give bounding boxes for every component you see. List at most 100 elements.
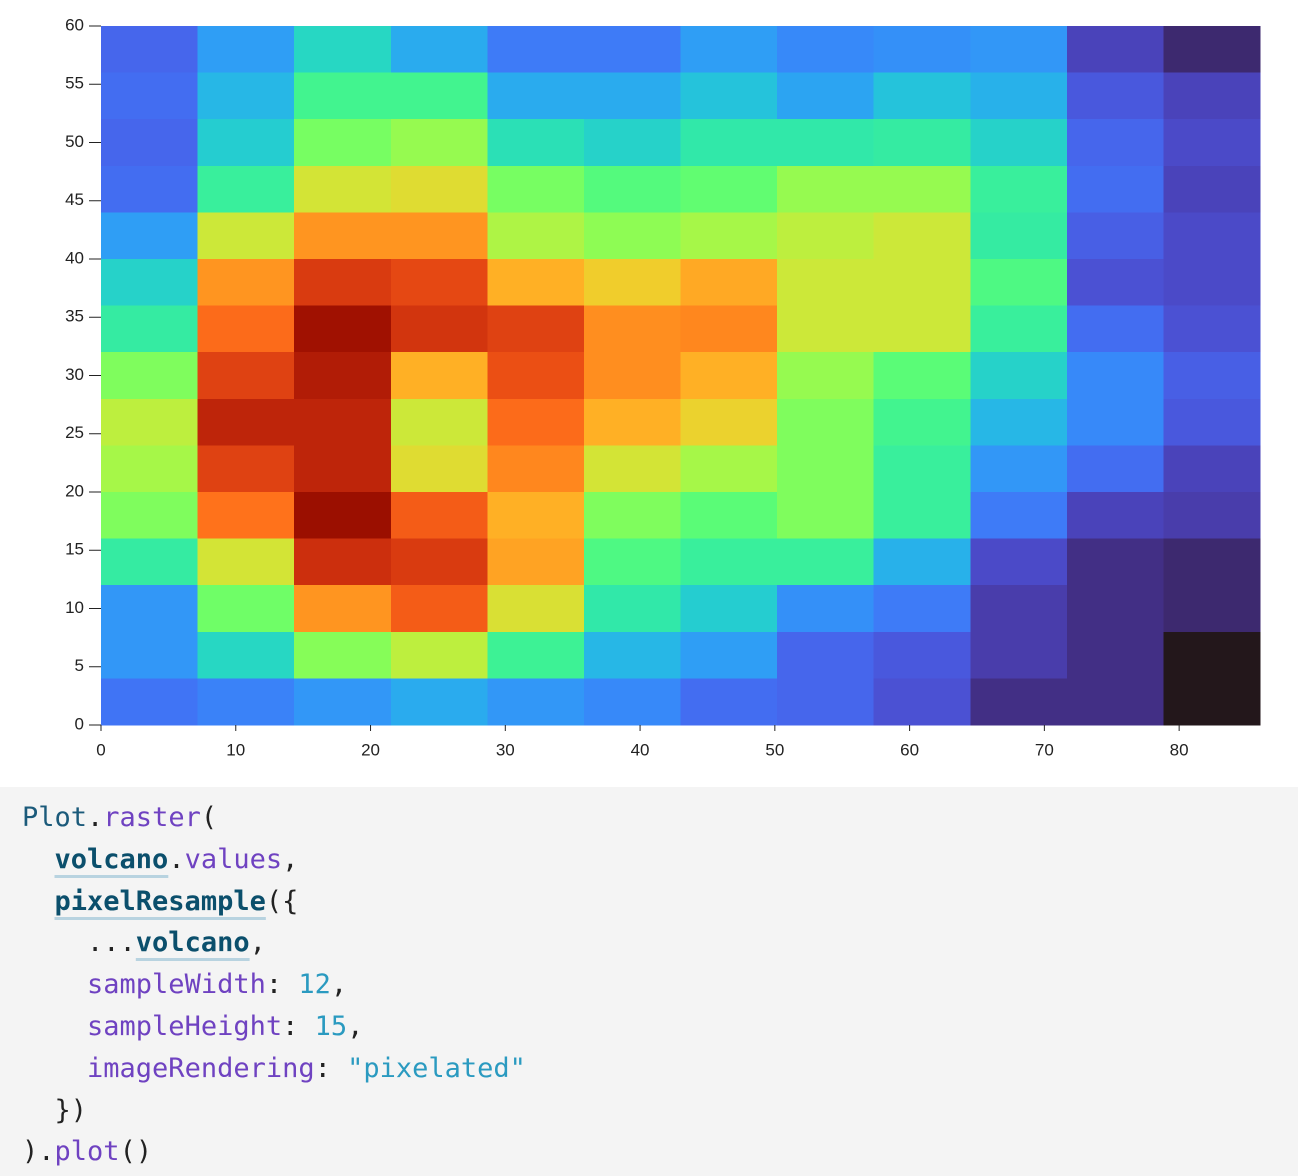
raster-cell [197,305,295,353]
raster-cell [390,26,488,74]
raster-cell [583,352,682,400]
raster-cell [777,678,875,726]
raster-cell [1163,585,1261,633]
raster-cell [873,305,971,353]
raster-cell [197,119,295,167]
raster-cell [101,259,199,307]
raster-cell [873,165,971,213]
x-tick-label: 60 [900,740,919,759]
raster-cell [197,352,295,400]
raster-cell [390,585,488,633]
x-tick-label: 40 [631,740,650,759]
raster-cell [294,212,392,260]
raster-cell [873,631,971,679]
y-tick-label: 10 [65,598,84,617]
code-token [22,844,55,875]
code-token: ( [200,802,218,833]
raster-cell [583,72,682,120]
raster-cell [680,119,778,167]
raster-cell [1066,445,1165,493]
raster-cell [1163,305,1261,353]
raster-cell [390,72,488,120]
raster-cell [487,165,585,213]
raster-cell [970,678,1068,726]
raster-cell [777,398,875,446]
raster-cell [680,72,778,120]
raster-cell [873,72,971,120]
raster-cell [970,445,1068,493]
raster-cell [680,165,778,213]
code-token: 12 [298,969,331,1001]
raster-cell [1066,26,1165,74]
y-tick-label: 15 [65,540,84,559]
raster-cell [970,72,1068,120]
code-token: ({ [265,885,299,917]
raster-cell [101,26,199,74]
raster-cell [487,72,585,120]
raster-cell [1163,398,1261,446]
raster-cell [1163,631,1261,679]
raster-cell [294,26,392,74]
raster-cell [873,492,971,540]
code-token: }) [22,1094,88,1126]
raster-cell [294,678,392,726]
raster-cell [583,212,682,260]
raster-cell [1066,398,1165,446]
raster-cell [777,165,875,213]
raster-cell [390,538,488,586]
raster-cell [197,585,295,633]
raster-cell [101,585,199,633]
y-tick-label: 50 [65,132,84,151]
raster-cell [390,398,488,446]
raster-cell [1066,538,1165,586]
y-tick-label: 30 [65,365,84,384]
raster-cell [294,631,392,679]
raster-cell [777,212,875,260]
raster-cell [487,492,585,540]
raster-cell [101,631,199,679]
raster-cell [1066,72,1165,120]
raster-cell [1066,259,1165,307]
code-line: ...volcano, [22,922,1276,964]
x-tick-label: 10 [226,740,245,759]
raster-cell [101,352,199,400]
raster-cell [197,538,295,586]
code-token: . [87,802,104,833]
raster-cell [390,305,488,353]
raster-cell [390,119,488,167]
code-token [22,1011,87,1042]
raster-cell [1163,212,1261,260]
raster-cell [873,445,971,493]
raster-cell [777,585,875,633]
raster-cell [1066,352,1165,400]
code-token: , [249,927,266,959]
raster-cell [680,585,778,633]
raster-cell [873,212,971,260]
raster-cell [1163,72,1261,120]
y-tick-label: 25 [65,423,84,442]
code-token: . [38,1136,55,1168]
raster-cell [970,165,1068,213]
raster-cell [1163,165,1261,213]
raster-cell [101,678,199,726]
raster-cell [777,445,875,493]
x-tick-label: 50 [765,740,784,759]
raster-cell [583,398,682,446]
raster-cell [583,492,682,540]
code-token: sampleWidth [87,969,266,1001]
y-tick-label: 45 [65,190,84,209]
x-tick-label: 20 [361,740,380,759]
code-token: pixelResample [54,885,266,917]
raster-cell [390,631,488,679]
raster-cell [873,352,971,400]
raster-cell [583,678,682,726]
y-tick-label: 5 [75,656,84,675]
raster-cell [1066,305,1165,353]
code-token [22,886,55,917]
raster-cell [583,259,682,307]
code-token: "pixelated" [347,1052,526,1084]
raster-cell [1163,538,1261,586]
code-token: () [119,1136,153,1168]
raster-cell [101,492,199,540]
raster-cell [197,165,295,213]
